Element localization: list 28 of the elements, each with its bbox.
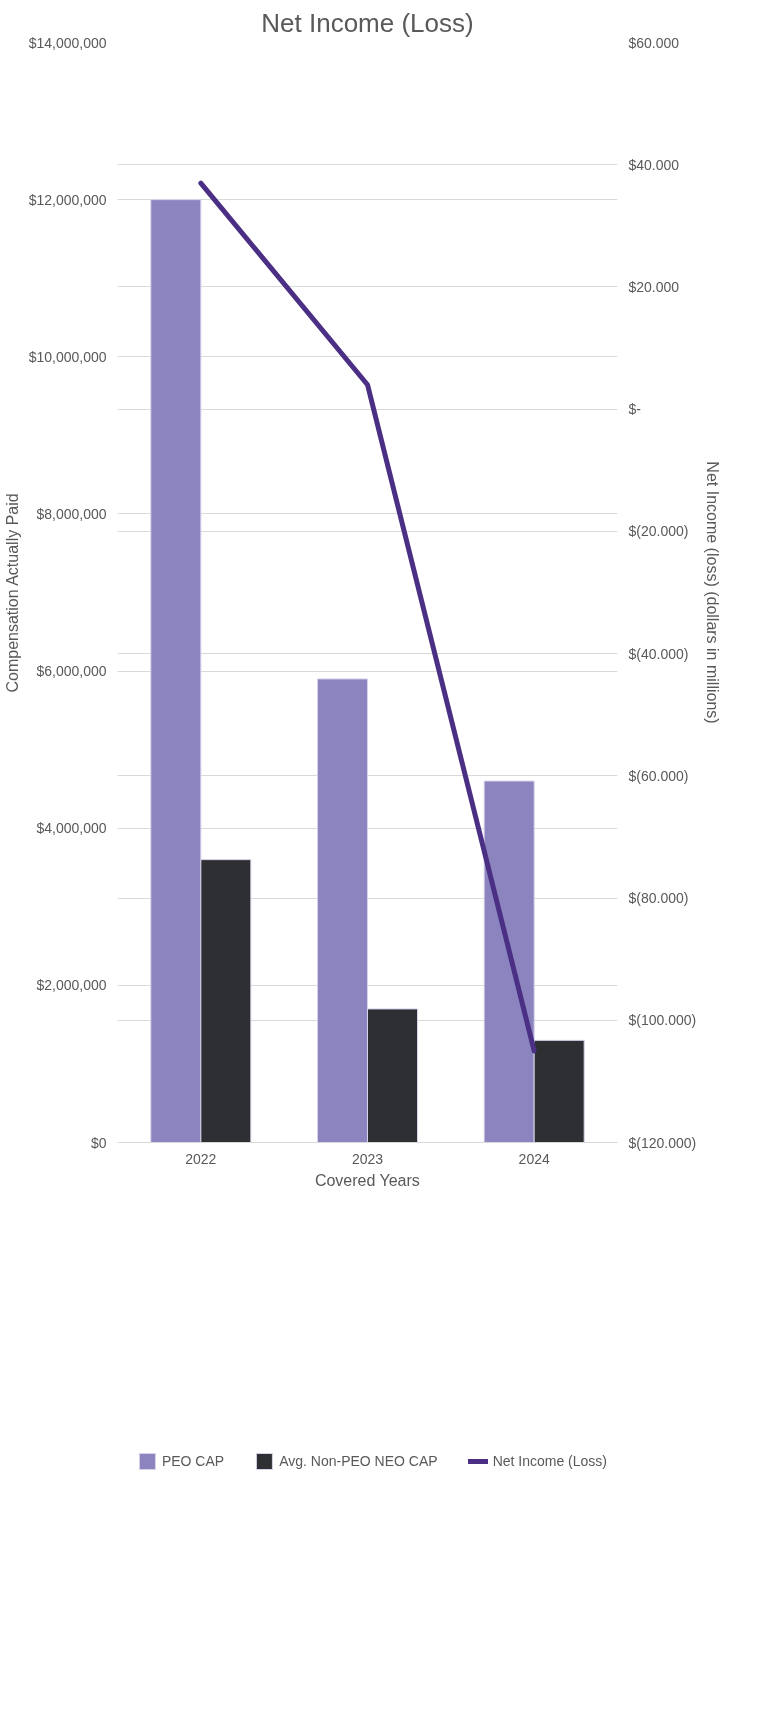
y2-axis-title: Net Income (loss) (dollars in millions) [704, 461, 722, 724]
y2-tick-label: $(40.000) [628, 645, 689, 662]
x-tick-label: 2023 [351, 1150, 384, 1167]
y-tick-label: $6,000,000 [36, 663, 107, 680]
y2-tick-label: $(60.000) [628, 767, 689, 784]
y-tick-label: $12,000,000 [28, 191, 107, 208]
chart-title: Net Income (Loss) [261, 7, 474, 38]
y-axis-title: Compensation Actually Paid [3, 493, 21, 693]
x-tick-label: 2024 [518, 1150, 550, 1167]
y2-tick-label: $20.000 [628, 278, 680, 295]
y2-tick-label: $(80.000) [628, 890, 689, 907]
legend-label: Avg. Non-PEO NEO CAP [279, 1453, 438, 1469]
y-tick-label: $0 [90, 1134, 107, 1151]
y-tick-label: $4,000,000 [36, 820, 107, 837]
y-tick-label: $14,000,000 [28, 34, 107, 51]
y2-tick-label: $(20.000) [628, 523, 689, 540]
y2-tick-label: $- [628, 401, 642, 418]
y-tick-label: $2,000,000 [36, 977, 107, 994]
x-axis-title: Covered Years [314, 1171, 420, 1189]
legend-label: PEO CAP [161, 1453, 225, 1469]
y2-tick-label: $(120.000) [628, 1134, 697, 1151]
y-tick-label: $8,000,000 [36, 505, 107, 522]
y2-tick-label: $60.000 [628, 34, 680, 51]
y2-tick-label: $(100.000) [628, 1012, 697, 1029]
y2-tick-label: $40.000 [628, 156, 680, 173]
y-tick-label: $10,000,000 [28, 348, 107, 365]
legend-label: Net Income (Loss) [492, 1453, 607, 1469]
x-tick-label: 2022 [185, 1150, 217, 1167]
